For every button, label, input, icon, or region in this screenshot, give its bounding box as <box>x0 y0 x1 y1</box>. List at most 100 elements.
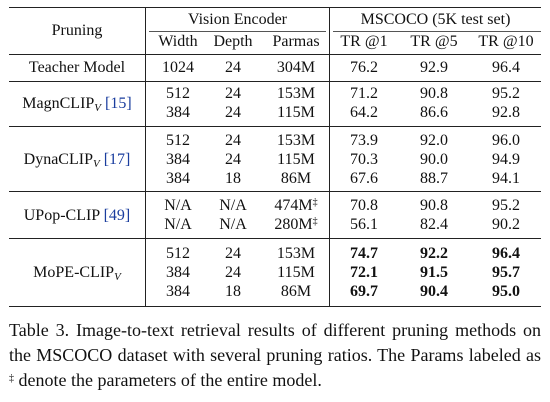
cell-tr10: 95.0 <box>470 283 542 301</box>
cell-tr10: 95.2 <box>470 85 542 103</box>
cell-tr5: 90.0 <box>398 151 470 169</box>
cell-tr1: 74.7 <box>330 245 398 263</box>
method-citation: [15] <box>105 94 132 112</box>
cell-tr5-value: 92.9 <box>420 59 448 76</box>
cell-tr1: 64.2 <box>330 104 398 122</box>
cell-tr1-value: 71.2 <box>350 85 378 102</box>
cell-tr5-value: 82.4 <box>420 216 448 233</box>
cell-width: 512 <box>148 132 208 150</box>
rule-after-teacher <box>9 81 541 82</box>
cell-depth: 24 <box>204 151 262 169</box>
cell-width: 384 <box>148 264 208 282</box>
cell-width-value: 384 <box>166 104 190 121</box>
cell-tr10-value: 90.2 <box>492 216 520 233</box>
header-tr10: TR @10 <box>478 33 534 50</box>
cell-tr1: 71.2 <box>330 85 398 103</box>
cell-tr1: 70.3 <box>330 151 398 169</box>
method-name: UPop-CLIP [49] <box>9 207 145 225</box>
rule-vision-encoder-underline <box>149 31 326 32</box>
cell-depth: 24 <box>204 264 262 282</box>
cell-width: 512 <box>148 245 208 263</box>
cell-tr5-value: 92.2 <box>420 245 448 262</box>
cell-depth-value: 24 <box>225 85 241 102</box>
cell-tr5-value: 90.8 <box>420 85 448 102</box>
cell-tr10: 96.4 <box>470 59 542 77</box>
cell-tr1-value: 74.7 <box>350 245 378 262</box>
cell-tr5: 86.6 <box>398 104 470 122</box>
cell-tr1: 72.1 <box>330 264 398 282</box>
cell-width-value: N/A <box>164 216 192 233</box>
method-name-text: DynaCLIP <box>23 151 93 168</box>
cell-width-value: 512 <box>166 245 190 262</box>
cell-tr10-value: 96.4 <box>492 245 520 262</box>
cell-tr10: 92.8 <box>470 104 542 122</box>
cell-tr10: 94.1 <box>470 170 542 188</box>
cell-width: N/A <box>148 197 208 215</box>
dagger-mark: ‡ <box>312 197 318 208</box>
caption-text-2: denote the parameters of the entire mode… <box>14 370 322 390</box>
cell-tr5-value: 92.0 <box>420 132 448 149</box>
cell-params-value: 115M <box>277 151 315 168</box>
cell-tr10: 96.0 <box>470 132 542 150</box>
cell-depth-value: 24 <box>225 264 241 281</box>
cell-depth: N/A <box>204 197 262 215</box>
cell-width: 384 <box>148 151 208 169</box>
caption-dagger: ‡ <box>9 373 14 384</box>
rule-after-magnclip <box>9 126 541 127</box>
cell-tr5: 90.8 <box>398 197 470 215</box>
method-name-text: MagnCLIP <box>22 94 95 112</box>
cell-params-value: 474M <box>274 197 313 214</box>
cell-tr10: 94.9 <box>470 151 542 169</box>
header-pruning: Pruning <box>51 22 103 39</box>
cell-tr10-value: 95.2 <box>492 85 520 102</box>
cell-tr1-value: 70.3 <box>350 151 378 168</box>
cell-tr10-value: 95.2 <box>492 197 520 214</box>
vrule-right <box>329 7 330 306</box>
cell-tr1-value: 69.7 <box>350 283 378 300</box>
cell-tr5-value: 88.7 <box>420 170 448 187</box>
method-name-text: MoPE-CLIP <box>33 264 115 281</box>
cell-params: 304M <box>262 59 330 77</box>
cell-depth: 24 <box>204 104 262 122</box>
dagger-mark: ‡ <box>312 216 318 227</box>
cell-params-value: 153M <box>276 245 316 262</box>
header-depth: Depth <box>213 33 253 50</box>
cell-tr5: 88.7 <box>398 170 470 188</box>
cell-tr10-value: 96.4 <box>492 59 520 76</box>
cell-depth-value: N/A <box>219 197 247 214</box>
method-name: Teacher Model <box>9 59 145 77</box>
cell-depth: 24 <box>204 59 262 77</box>
method-name-text: UPop-CLIP <box>23 206 100 224</box>
cell-tr5: 91.5 <box>398 264 470 282</box>
cell-depth: 24 <box>204 85 262 103</box>
rule-after-dynaclip <box>9 191 541 192</box>
table-caption: Table 3. Image-to-text retrieval results… <box>9 318 541 393</box>
cell-depth-value: 24 <box>225 151 241 168</box>
cell-width: 1024 <box>148 59 208 77</box>
method-citation: [49] <box>103 206 131 224</box>
method-name-subscript: V <box>92 158 100 170</box>
cell-depth: 18 <box>204 283 262 301</box>
cell-tr1: 56.1 <box>330 216 398 234</box>
cell-tr5-value: 86.6 <box>420 104 448 121</box>
cell-depth: 18 <box>204 170 262 188</box>
cell-params-value: 115M <box>277 264 315 281</box>
cell-width-value: 1024 <box>162 59 194 76</box>
method-name: DynaCLIPV [17] <box>9 151 145 170</box>
header-tr1: TR @1 <box>340 33 388 50</box>
cell-tr10-value: 95.0 <box>492 283 520 300</box>
cell-width: 512 <box>148 85 208 103</box>
cell-params: 115M <box>262 151 330 169</box>
cell-depth-value: 18 <box>225 283 241 300</box>
cell-tr10-value: 95.7 <box>492 264 520 281</box>
cell-tr1-value: 76.2 <box>350 59 378 76</box>
cell-width: 384 <box>148 104 208 122</box>
header-vision-encoder: Vision Encoder <box>187 11 287 28</box>
cell-tr5: 82.4 <box>398 216 470 234</box>
cell-params: 153M <box>262 85 330 103</box>
cell-params: 153M <box>262 132 330 150</box>
cell-depth-value: 24 <box>225 245 241 262</box>
header-width: Width <box>158 33 198 50</box>
method-citation: [17] <box>103 151 131 168</box>
cell-depth: 24 <box>204 132 262 150</box>
